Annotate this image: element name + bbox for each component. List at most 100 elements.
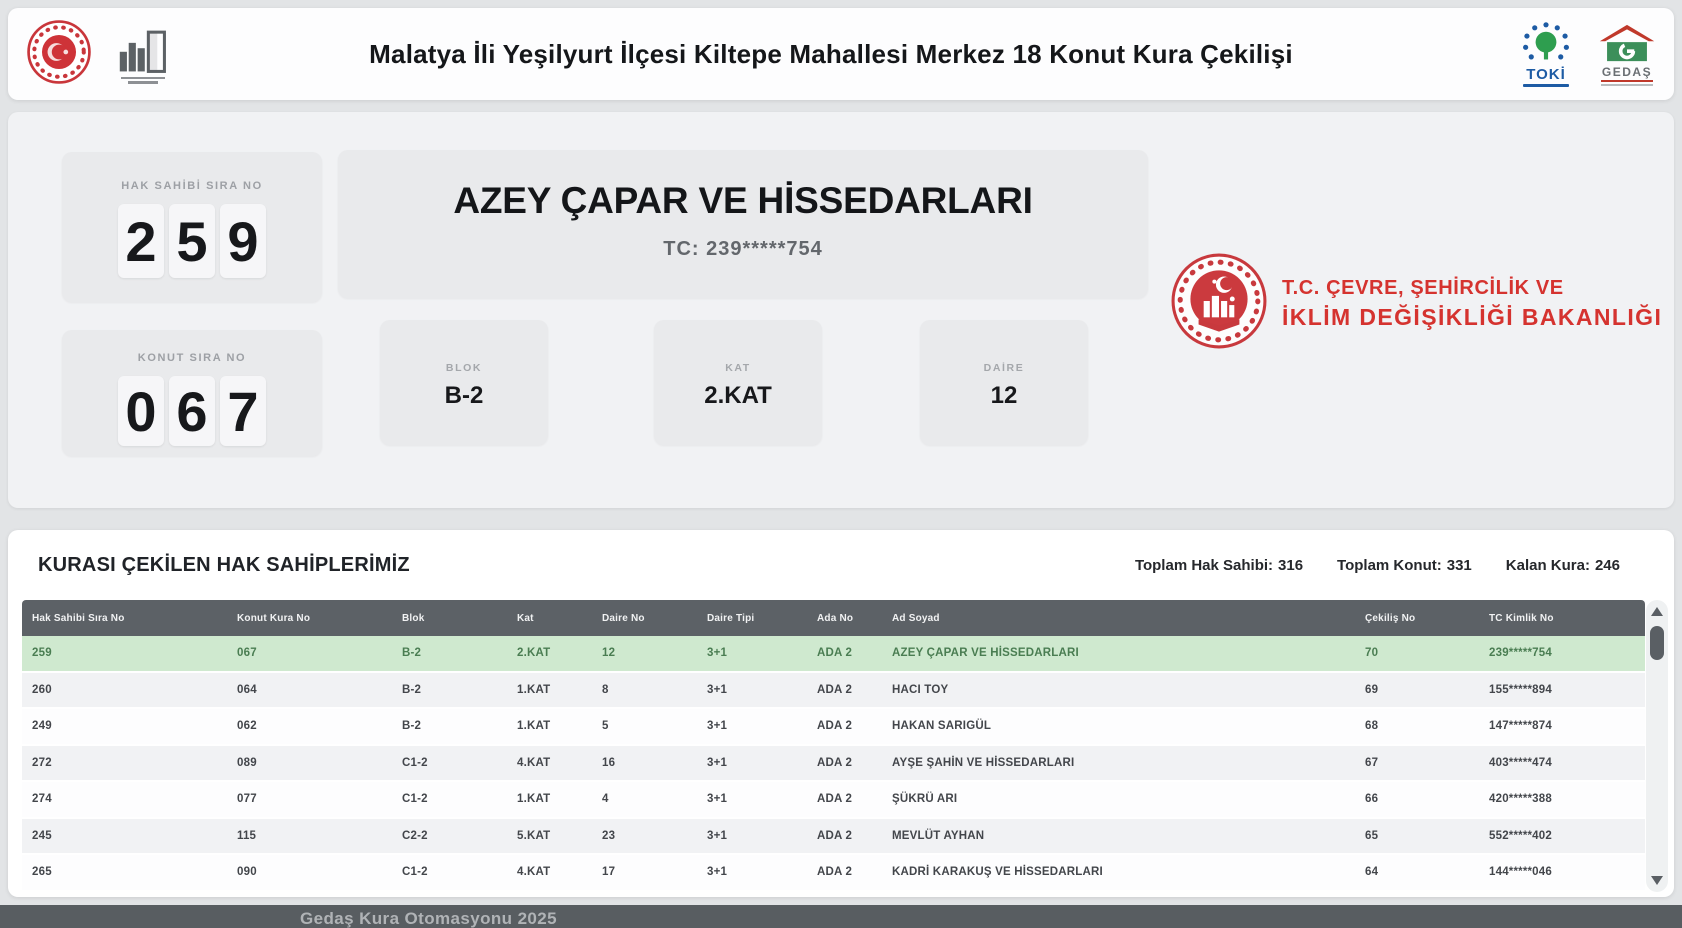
- table-cell: 077: [237, 793, 257, 806]
- table-cell: 067: [237, 647, 257, 660]
- table-cell: 65: [1365, 829, 1379, 842]
- toki-logo-text: TOKİ: [1526, 66, 1566, 83]
- table-header-cell: Çekiliş No: [1365, 612, 1416, 624]
- table-cell: 16: [602, 756, 616, 769]
- table-cell: 68: [1365, 720, 1379, 733]
- table-cell: 12: [602, 647, 616, 660]
- table-header-cell: Ad Soyad: [892, 612, 940, 624]
- kat-label: KAT: [725, 362, 751, 374]
- table-header-cell: TC Kimlik No: [1489, 612, 1554, 624]
- blok-value: B-2: [444, 382, 484, 409]
- table-header-cell: Konut Kura No: [237, 612, 311, 624]
- toki-logo-underline: [1523, 84, 1569, 87]
- konut-digits: 0 6 7: [62, 376, 322, 446]
- table-cell: C1-2: [402, 866, 428, 879]
- digit-box: 5: [169, 204, 215, 278]
- scrollbar-down-arrow-icon[interactable]: [1651, 876, 1663, 885]
- daire-card: DAİRE 12: [920, 320, 1088, 445]
- total-konut-value: 331: [1446, 557, 1472, 574]
- table-cell: 403*****474: [1489, 756, 1552, 769]
- total-hak-sahibi: Toplam Hak Sahibi: 316: [1135, 557, 1303, 574]
- table-cell: ADA 2: [817, 720, 853, 733]
- table-cell: 3+1: [707, 756, 728, 769]
- table-header-cell: Ada No: [817, 612, 854, 624]
- table-header-cell: Kat: [517, 612, 534, 624]
- scrollbar-thumb[interactable]: [1650, 626, 1664, 660]
- table-cell: ŞÜKRÜ ARI: [892, 793, 958, 806]
- table-row: 249 062 B-2 1.KAT 5 3+1 ADA 2 HAKAN SARIGÜL 68 14…: [22, 709, 1645, 746]
- table-cell: HACI TOY: [892, 683, 949, 696]
- ministry-branding: T.C. ÇEVRE, ŞEHİRCİLİK VE İKLİM DEĞİŞİKL…: [1170, 252, 1662, 355]
- table-body: 259 067 B-2 2.KAT 12 3+1 ADA 2 AZEY ÇAPAR VE Hİ…: [22, 636, 1645, 892]
- kat-value: 2.KAT: [704, 382, 772, 409]
- table-cell: 4: [602, 793, 609, 806]
- table-cell: B-2: [402, 647, 422, 660]
- table-row: 272 089 C1-2 4.KAT 16 3+1 ADA 2 AYŞE ŞAHİN VE H…: [22, 745, 1645, 782]
- table-row-highlighted: 259 067 B-2 2.KAT 12 3+1 ADA 2 AZEY ÇAPAR VE Hİ…: [22, 636, 1645, 673]
- footer-text: Gedaş Kura Otomasyonu 2025: [300, 908, 557, 928]
- results-topbar: KURASI ÇEKİLEN HAK SAHİPLERİMİZ Toplam H…: [8, 530, 1674, 577]
- header-bar: Malatya İli Yeşilyurt İlçesi Kiltepe Mah…: [8, 8, 1674, 100]
- table-cell: ADA 2: [817, 647, 853, 660]
- table-cell: 090: [237, 866, 257, 879]
- gedas-logo-text: GEDAŞ: [1601, 64, 1653, 79]
- municipality-building-logo-icon: [114, 25, 172, 84]
- results-title: KURASI ÇEKİLEN HAK SAHİPLERİMİZ: [38, 554, 410, 576]
- table-cell: 147*****874: [1489, 720, 1552, 733]
- table-cell: 17: [602, 866, 616, 879]
- table-cell: 3+1: [707, 683, 728, 696]
- table-cell: 155*****894: [1489, 683, 1552, 696]
- table-cell: 420*****388: [1489, 793, 1552, 806]
- table-cell: 265: [32, 866, 52, 879]
- table-cell: C1-2: [402, 756, 428, 769]
- table-header-cell: Daire No: [602, 612, 645, 624]
- results-table: Hak Sahibi Sıra No Konut Kura No Blok Kat Da…: [22, 600, 1645, 892]
- table-cell: B-2: [402, 683, 422, 696]
- blok-card: BLOK B-2: [380, 320, 548, 445]
- table-cell: 4.KAT: [517, 866, 551, 879]
- hak-sahibi-sira-no-card: HAK SAHİBİ SIRA NO 2 5 9: [62, 152, 322, 302]
- digit-box: 6: [169, 376, 215, 446]
- scrollbar-up-arrow-icon[interactable]: [1651, 607, 1663, 616]
- total-konut: Toplam Konut: 331: [1337, 557, 1472, 574]
- table-scrollbar[interactable]: [1646, 600, 1668, 892]
- table-cell: 1.KAT: [517, 683, 551, 696]
- table-cell: 1.KAT: [517, 793, 551, 806]
- table-cell: 259: [32, 647, 52, 660]
- table-cell: 245: [32, 829, 52, 842]
- winner-tc-number: TC: 239*****754: [663, 238, 823, 260]
- kat-card: KAT 2.KAT: [654, 320, 822, 445]
- kalan-kura-value: 246: [1594, 557, 1620, 574]
- table-cell: ADA 2: [817, 683, 853, 696]
- gedas-logo-icon: GEDAŞ: [1598, 23, 1656, 86]
- table-cell: 3+1: [707, 829, 728, 842]
- table-cell: C1-2: [402, 793, 428, 806]
- table-cell: 115: [237, 829, 257, 842]
- table-cell: 3+1: [707, 720, 728, 733]
- table-cell: 3+1: [707, 647, 728, 660]
- table-cell: C2-2: [402, 829, 428, 842]
- ministry-name: T.C. ÇEVRE, ŞEHİRCİLİK VE İKLİM DEĞİŞİKL…: [1282, 277, 1662, 331]
- table-cell: 5: [602, 720, 609, 733]
- toki-logo-icon: TOKİ: [1520, 21, 1572, 87]
- table-cell: 249: [32, 720, 52, 733]
- table-header-cell: Hak Sahibi Sıra No: [32, 612, 125, 624]
- table-cell: 66: [1365, 793, 1379, 806]
- table-cell: ADA 2: [817, 829, 853, 842]
- table-cell: 2.KAT: [517, 647, 551, 660]
- table-row: 265 090 C1-2 4.KAT 17 3+1 ADA 2 KADRİ KARAKUŞ V…: [22, 855, 1645, 892]
- page-title: Malatya İli Yeşilyurt İlçesi Kiltepe Mah…: [369, 38, 1293, 69]
- digit-box: 9: [220, 204, 266, 278]
- table-cell: 4.KAT: [517, 756, 551, 769]
- ministry-seal-icon: [1170, 252, 1268, 355]
- table-cell: AZEY ÇAPAR VE HİSSEDARLARI: [892, 647, 1079, 660]
- table-cell: 64: [1365, 866, 1379, 879]
- table-row: 245 115 C2-2 5.KAT 23 3+1 ADA 2 MEVLÜT AYHAN 65 5…: [22, 818, 1645, 855]
- table-cell: ADA 2: [817, 793, 853, 806]
- table-cell: 5.KAT: [517, 829, 551, 842]
- kalan-kura-label: Kalan Kura:: [1505, 557, 1590, 574]
- daire-label: DAİRE: [983, 362, 1025, 374]
- current-draw-panel: HAK SAHİBİ SIRA NO 2 5 9 KONUT SIRA NO 0…: [8, 112, 1674, 508]
- table-cell: ADA 2: [817, 756, 853, 769]
- digit-box: 7: [220, 376, 266, 446]
